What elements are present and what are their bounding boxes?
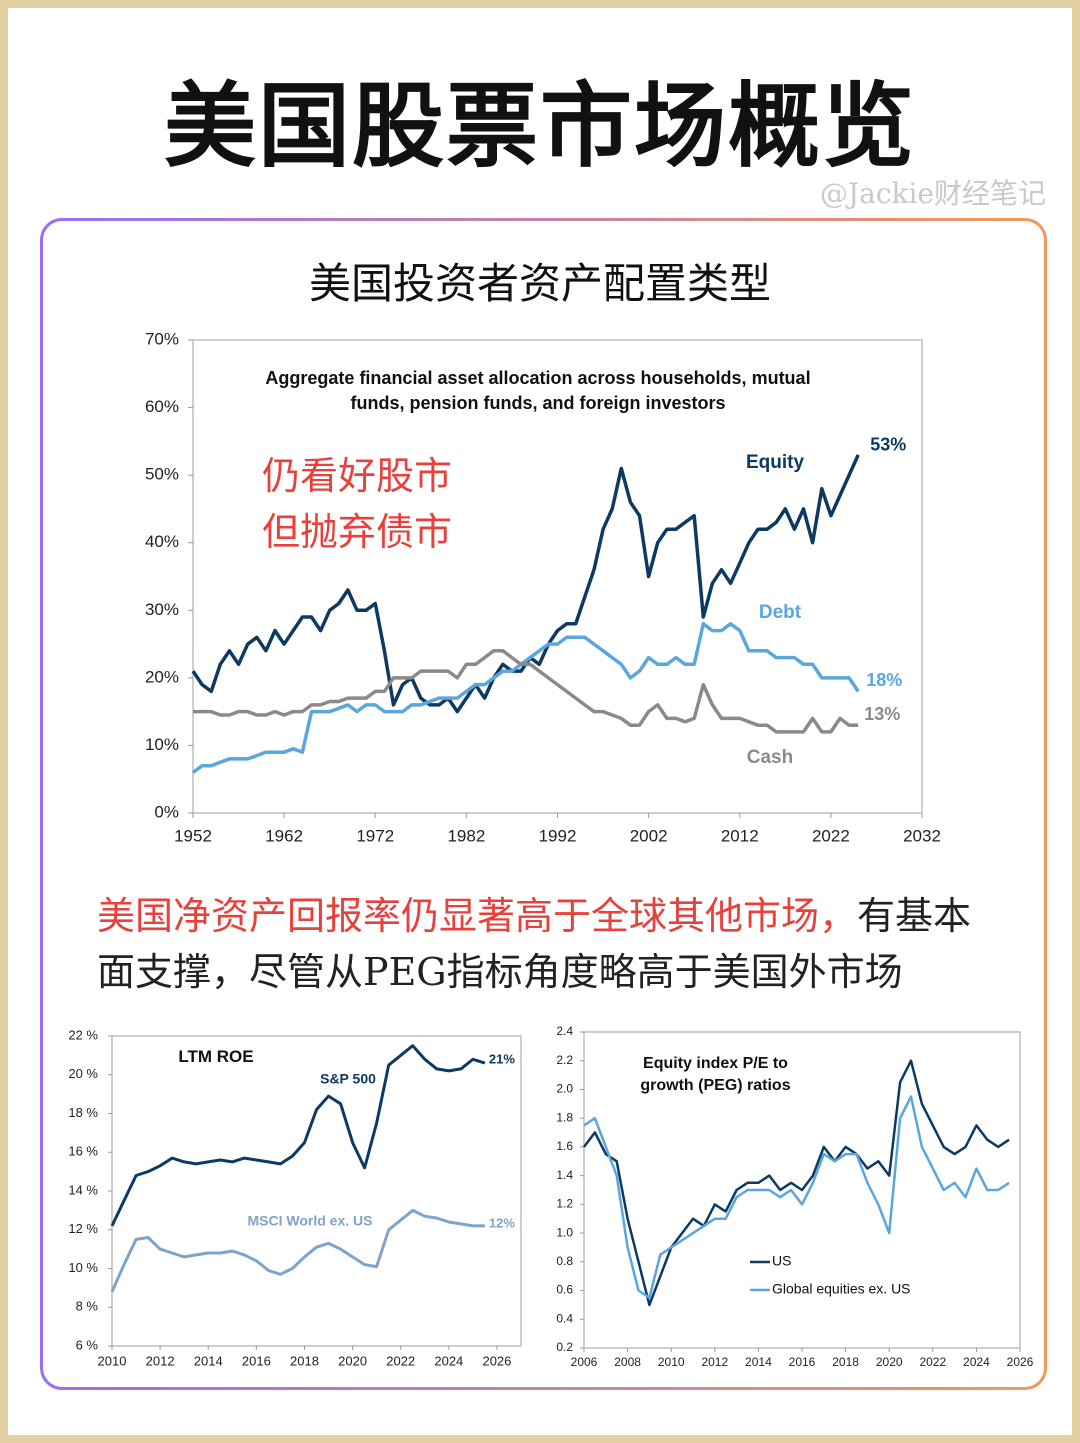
x-tick-label: 2008 <box>614 1355 641 1369</box>
y-tick-label: 2.0 <box>556 1082 573 1096</box>
annotation: 仍看好股市 但抛弃债市 <box>262 448 452 560</box>
x-tick-label: 1952 <box>174 826 212 845</box>
highlight: 美国净资产回报率仍显著高于全球其他市场， <box>97 894 858 938</box>
chart-title: Aggregate financial asset allocation acr… <box>265 368 811 413</box>
x-tick-label: 2022 <box>919 1355 946 1369</box>
series-line <box>583 1059 1010 1307</box>
y-tick-label: 10 % <box>68 1260 98 1275</box>
annotation-line: 但抛弃债市 <box>262 510 453 554</box>
paragraph: 美国净资产回报率仍显著高于全球其他市场，有基本面支撑，尽管从PEG指标角度略高于… <box>97 888 997 1000</box>
y-tick-label: 18 % <box>68 1105 98 1120</box>
chart-title: Equity index P/E to growth (PEG) ratios <box>640 1055 791 1094</box>
y-tick-label: 1.8 <box>556 1110 573 1124</box>
y-tick-label: 50% <box>145 465 179 484</box>
y-tick-label: 22 % <box>68 1027 98 1042</box>
y-tick-label: 20 % <box>68 1066 98 1081</box>
y-tick-label: 20% <box>145 667 179 686</box>
x-tick-label: 2022 <box>386 1353 415 1368</box>
series-label: Equity <box>746 452 804 473</box>
y-tick-label: 0% <box>154 802 179 821</box>
y-tick-label: 1.6 <box>556 1139 573 1153</box>
y-tick-label: 1.0 <box>556 1225 573 1239</box>
x-tick-label: 1992 <box>539 826 577 845</box>
series-label: Debt <box>759 602 802 623</box>
chart-title: LTM ROE <box>178 1047 254 1066</box>
x-tick-label: 2032 <box>903 826 941 845</box>
y-tick-label: 0.2 <box>556 1340 573 1354</box>
x-tick-label: 2024 <box>434 1353 463 1368</box>
end-label: 13% <box>864 704 900 724</box>
y-tick-label: 1.4 <box>556 1168 573 1182</box>
series-label: MSCI World ex. US <box>248 1213 373 1229</box>
series-line <box>583 1095 1010 1299</box>
series-label: S&P 500 <box>320 1071 376 1087</box>
y-tick-label: 16 % <box>68 1144 98 1159</box>
end-label: 21% <box>489 1052 515 1067</box>
plot-frame <box>111 1035 522 1347</box>
y-tick-label: 40% <box>145 532 179 551</box>
x-tick-label: 2014 <box>745 1355 772 1369</box>
card <box>40 218 1047 1390</box>
y-tick-label: 1.2 <box>556 1197 573 1211</box>
x-tick-label: 2026 <box>482 1353 511 1368</box>
x-tick-label: 2018 <box>290 1353 319 1368</box>
y-tick-label: 30% <box>145 600 179 619</box>
x-tick-label: 2012 <box>721 826 759 845</box>
x-tick-label: 2020 <box>338 1353 367 1368</box>
y-tick-label: 70% <box>145 329 179 348</box>
watermark: @Jackie财经笔记 <box>819 177 1046 210</box>
x-tick-label: 2016 <box>789 1355 816 1369</box>
x-tick-label: 2022 <box>812 826 850 845</box>
end-label: 18% <box>866 670 902 690</box>
series-label: Cash <box>747 747 793 768</box>
x-tick-label: 2012 <box>701 1355 728 1369</box>
y-tick-label: 6 % <box>76 1337 99 1352</box>
series-line <box>110 1208 485 1293</box>
end-label: 12% <box>489 1215 515 1230</box>
y-tick-label: 0.4 <box>556 1311 573 1325</box>
x-tick-label: 1982 <box>447 826 485 845</box>
x-tick-label: 2010 <box>658 1355 685 1369</box>
main-title: 美国股票市场概览 <box>163 72 916 180</box>
x-tick-label: 2012 <box>146 1353 175 1368</box>
y-tick-label: 14 % <box>68 1182 98 1197</box>
legend-label: Global equities ex. US <box>772 1281 911 1297</box>
y-tick-label: 10% <box>145 735 179 754</box>
x-tick-label: 1962 <box>265 826 303 845</box>
series-line <box>193 649 859 734</box>
x-tick-label: 2014 <box>194 1353 223 1368</box>
y-tick-label: 0.8 <box>556 1254 573 1268</box>
y-tick-label: 2.2 <box>556 1053 573 1067</box>
y-tick-label: 60% <box>145 397 179 416</box>
legend-label: US <box>772 1253 791 1269</box>
x-tick-label: 2020 <box>876 1355 903 1369</box>
annotation-line: 仍看好股市 <box>262 454 453 498</box>
paragraph-text: 有基本面支撑，尽管从PEG指标角度略高于美国外市场 <box>97 894 972 994</box>
x-tick-label: 2018 <box>832 1355 859 1369</box>
end-label: 53% <box>870 435 906 455</box>
x-tick-label: 2010 <box>98 1353 127 1368</box>
y-tick-label: 2.4 <box>556 1024 573 1038</box>
x-tick-label: 2016 <box>242 1353 271 1368</box>
y-tick-label: 8 % <box>76 1299 99 1314</box>
x-tick-label: 2024 <box>963 1355 990 1369</box>
x-tick-label: 2006 <box>571 1355 598 1369</box>
series-line <box>191 622 860 774</box>
x-tick-label: 2026 <box>1007 1355 1034 1369</box>
x-tick-label: 2002 <box>630 826 668 845</box>
y-tick-label: 12 % <box>68 1221 98 1236</box>
y-tick-label: 0.6 <box>556 1283 573 1297</box>
series-line <box>110 1044 486 1227</box>
x-tick-label: 1972 <box>356 826 394 845</box>
section-title: 美国投资者资产配置类型 <box>308 259 771 308</box>
